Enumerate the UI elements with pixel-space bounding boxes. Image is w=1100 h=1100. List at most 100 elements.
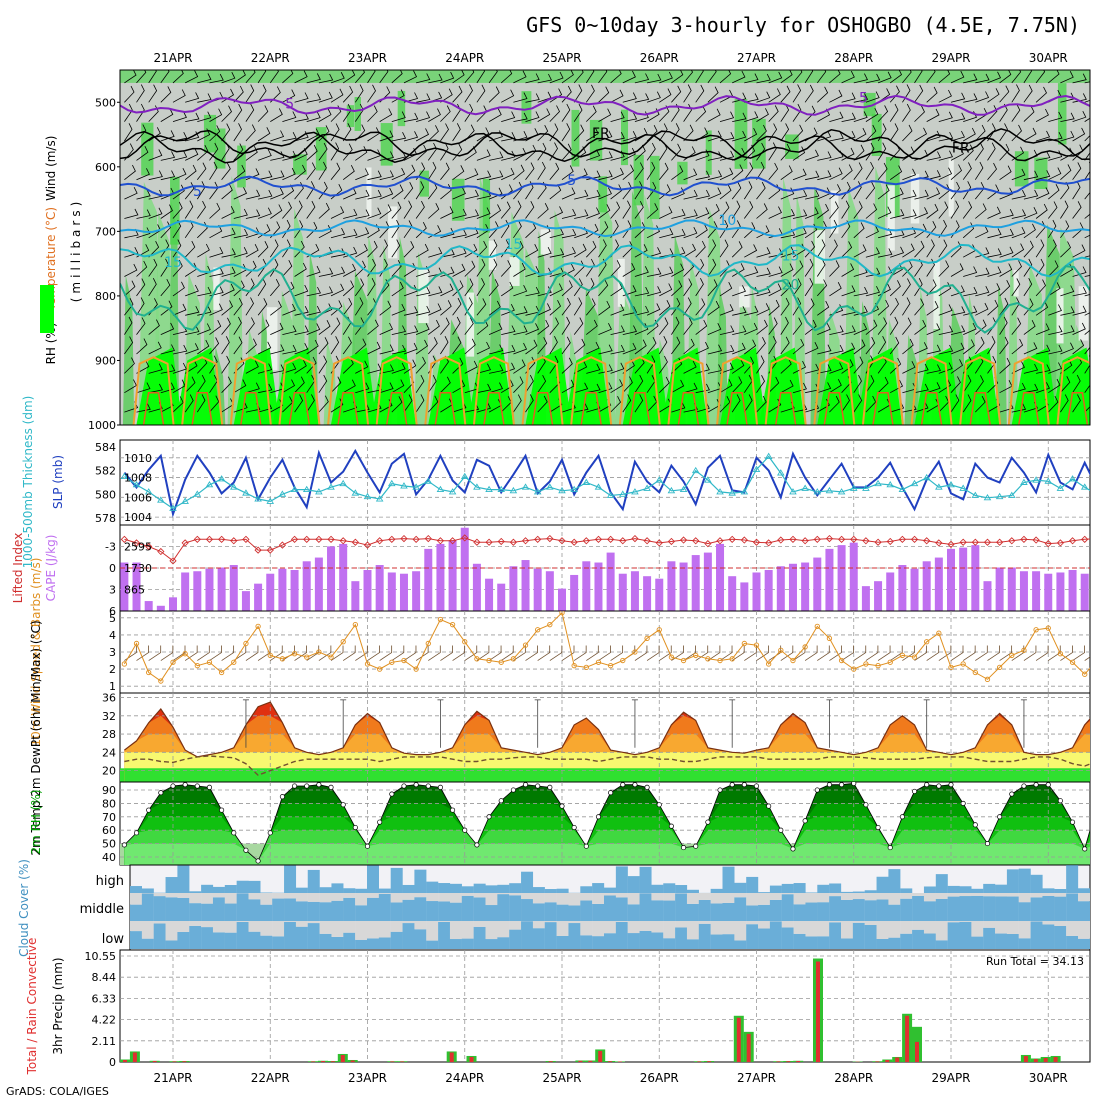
svg-text:3hr Precip (mm): 3hr Precip (mm) [51, 957, 65, 1054]
wind-barb [829, 282, 842, 297]
cloud-gap [604, 921, 616, 934]
wind10m-barb [549, 645, 563, 661]
thickness-point [862, 484, 870, 491]
wind-barb [245, 70, 256, 84]
wind-barb [707, 130, 722, 142]
wind10m-point [340, 639, 346, 645]
thickness-point [546, 483, 554, 490]
wind-barb [987, 184, 1000, 200]
wind-barb [257, 149, 272, 161]
wind-barb [464, 209, 479, 219]
wind-barb [1048, 395, 1059, 413]
wind-barb [938, 111, 953, 122]
li-point [898, 535, 907, 543]
wind-barb [525, 111, 540, 122]
cloud-gap [449, 921, 462, 940]
li-point [376, 537, 384, 545]
rh-point [875, 824, 881, 831]
wind-barb [270, 151, 285, 161]
wind-barb [659, 376, 670, 393]
wind-barb [987, 206, 1001, 219]
cloud-row-middle: middle [80, 902, 124, 917]
rh-point [401, 783, 407, 789]
wind-barb [780, 316, 789, 335]
precip-conv-bar [707, 1061, 712, 1062]
wind-barb [136, 227, 151, 239]
wind-barb [962, 162, 972, 180]
li-point [789, 535, 797, 543]
wind-barb [549, 228, 564, 239]
cape-bar [436, 543, 445, 611]
profile-frame [119, 69, 1091, 426]
wind-barb [342, 280, 355, 297]
wind-barb [257, 319, 270, 335]
cloud-cell [461, 886, 474, 893]
wind-barb [270, 108, 283, 122]
wind-barb [489, 170, 504, 181]
wind10m-point [425, 640, 431, 647]
wind-barb [440, 248, 455, 258]
cloud-cell [473, 926, 486, 949]
cloud-cell [177, 865, 190, 893]
wind-barb [513, 394, 522, 413]
wind-barb [671, 208, 686, 219]
rh-point [352, 824, 358, 831]
wind10m-point [729, 656, 735, 662]
cloud-cell [793, 883, 806, 893]
wind10m-point [838, 657, 845, 664]
wind-barb [634, 286, 650, 297]
precip-conv-bar [786, 1061, 791, 1062]
wind-barb [561, 246, 576, 258]
cape-bar [825, 548, 834, 611]
wind10m-point [644, 635, 650, 641]
wind-barb [476, 149, 491, 161]
thickness-point [485, 485, 493, 493]
cloud-cell [449, 883, 462, 893]
temperature-contour [120, 219, 1090, 238]
precip-grid [120, 950, 1090, 1062]
temperature-contour [120, 265, 1090, 334]
top-date-25APR: 25APR [542, 51, 581, 65]
wind-barb [500, 70, 513, 84]
wind-barb [987, 336, 996, 355]
wind-barb [683, 70, 693, 84]
rh-streak-upper [785, 134, 799, 159]
wind-barb [318, 337, 329, 355]
wind-barb [354, 84, 364, 103]
wind-barb [391, 184, 404, 200]
wind-barb [938, 379, 952, 394]
cloud-cell [165, 877, 178, 893]
cloud-gap [592, 893, 605, 904]
cloud-cell [1078, 938, 1090, 949]
wind-barb [367, 383, 382, 394]
cloud-gap [1006, 893, 1019, 897]
wind-barb [136, 317, 146, 335]
cape-bar [558, 588, 566, 611]
wind-barb [768, 283, 782, 297]
wind-barb [1011, 317, 1022, 335]
rh-streak [323, 340, 338, 425]
wind10m-barb [695, 645, 709, 661]
wind-barb [184, 359, 198, 374]
wind-barb [452, 165, 465, 181]
cloud-cell [900, 898, 913, 921]
wind-barb [172, 303, 187, 316]
contour-label: FR [592, 126, 610, 142]
cloud-gap [615, 893, 628, 898]
wind10m-point [802, 644, 808, 650]
wind-barb [427, 375, 437, 393]
cloud-gap [817, 893, 830, 903]
wind-barb [561, 165, 574, 181]
wind-barb [197, 339, 210, 355]
cloud-gap [983, 921, 996, 928]
cloud-cell [817, 884, 830, 893]
wind-barb [841, 70, 855, 84]
wind-barb [926, 170, 941, 181]
wind-barb [634, 93, 650, 103]
li-point [923, 537, 931, 545]
wind-barb [1060, 71, 1074, 84]
wind-barb [671, 336, 681, 355]
wind-barb [1084, 191, 1090, 200]
slp-tick-1010: 1010 [124, 452, 152, 465]
thickness-point [436, 485, 445, 493]
